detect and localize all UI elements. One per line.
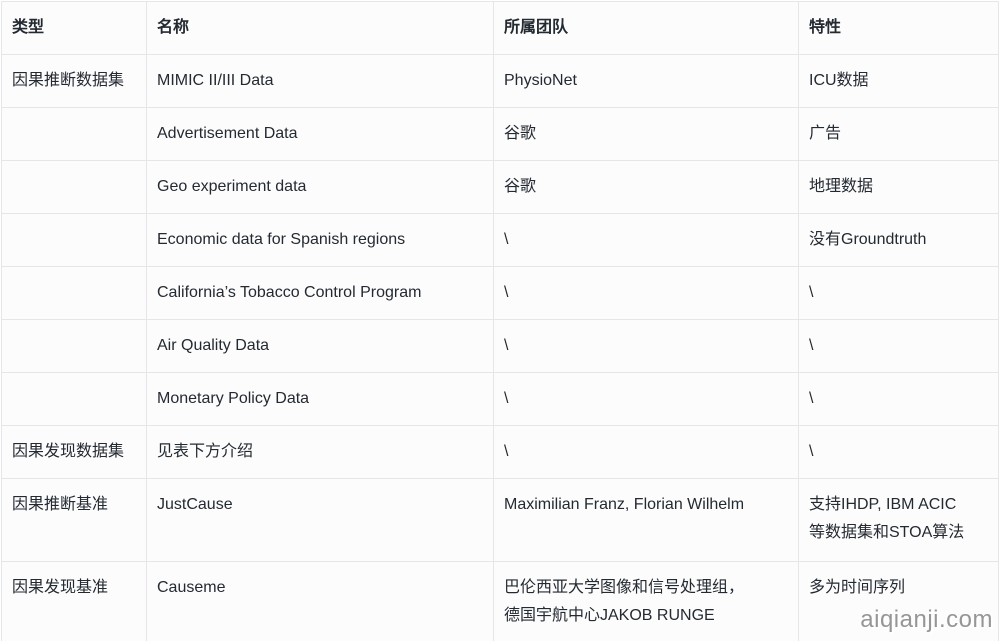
column-header-type: 类型 — [1, 1, 147, 55]
cell-name: 见表下方介绍 — [146, 425, 494, 479]
table-row: 因果推断数据集 MIMIC II/III Data PhysioNet ICU数据 — [1, 54, 999, 108]
cell-feature: \ — [798, 425, 999, 479]
table-row: Geo experiment data 谷歌 地理数据 — [1, 160, 999, 214]
cell-name: California’s Tobacco Control Program — [146, 266, 494, 320]
cell-team: 巴伦西亚大学图像和信号处理组， 德国宇航中心JAKOB RUNGE — [493, 561, 799, 641]
cell-name: Causeme — [146, 561, 494, 641]
cell-feature: 多为时间序列 — [798, 561, 999, 641]
cell-type — [1, 372, 147, 426]
cell-feature: 地理数据 — [798, 160, 999, 214]
cell-team: \ — [493, 425, 799, 479]
cell-name: JustCause — [146, 478, 494, 562]
cell-name: Air Quality Data — [146, 319, 494, 373]
table-row: 因果推断基准 JustCause Maximilian Franz, Florian… — [1, 478, 999, 562]
cell-feature: \ — [798, 372, 999, 426]
table-body: 因果推断数据集 MIMIC II/III Data PhysioNet ICU数据 Ad… — [1, 54, 999, 641]
table-header: 类型 名称 所属团队 特性 — [1, 1, 999, 55]
cell-team: \ — [493, 213, 799, 267]
column-header-feature: 特性 — [798, 1, 999, 55]
table-row: 因果发现数据集 见表下方介绍 \ \ — [1, 425, 999, 479]
cell-team: 谷歌 — [493, 160, 799, 214]
cell-type — [1, 107, 147, 161]
cell-name: Economic data for Spanish regions — [146, 213, 494, 267]
cell-team: 谷歌 — [493, 107, 799, 161]
cell-feature: \ — [798, 266, 999, 320]
table-row: Economic data for Spanish regions \ 没有Grou… — [1, 213, 999, 267]
cell-type — [1, 319, 147, 373]
cell-type: 因果发现数据集 — [1, 425, 147, 479]
cell-type — [1, 266, 147, 320]
header-row: 类型 名称 所属团队 特性 — [1, 1, 999, 55]
cell-type: 因果推断基准 — [1, 478, 147, 562]
cell-name: Advertisement Data — [146, 107, 494, 161]
table-row: Air Quality Data \ \ — [1, 319, 999, 373]
table-row: California’s Tobacco Control Program \ \ — [1, 266, 999, 320]
cell-name: MIMIC II/III Data — [146, 54, 494, 108]
cell-feature: \ — [798, 319, 999, 373]
table-row: 因果发现基准 Causeme 巴伦西亚大学图像和信号处理组， 德国宇航中心JAKOB… — [1, 561, 999, 641]
column-header-team: 所属团队 — [493, 1, 799, 55]
cell-name: Monetary Policy Data — [146, 372, 494, 426]
cell-feature: 支持IHDP, IBM ACIC 等数据集和STOA算法 — [798, 478, 999, 562]
cell-feature: 广告 — [798, 107, 999, 161]
table-row: Monetary Policy Data \ \ — [1, 372, 999, 426]
cell-feature: 没有Groundtruth — [798, 213, 999, 267]
cell-type: 因果发现基准 — [1, 561, 147, 641]
cell-type: 因果推断数据集 — [1, 54, 147, 108]
cell-team: \ — [493, 372, 799, 426]
cell-feature: ICU数据 — [798, 54, 999, 108]
cell-team: \ — [493, 266, 799, 320]
table-row: Advertisement Data 谷歌 广告 — [1, 107, 999, 161]
column-header-name: 名称 — [146, 1, 494, 55]
cell-team: \ — [493, 319, 799, 373]
cell-type — [1, 160, 147, 214]
cell-team: PhysioNet — [493, 54, 799, 108]
cell-team: Maximilian Franz, Florian Wilhelm — [493, 478, 799, 562]
cell-name: Geo experiment data — [146, 160, 494, 214]
cell-type — [1, 213, 147, 267]
